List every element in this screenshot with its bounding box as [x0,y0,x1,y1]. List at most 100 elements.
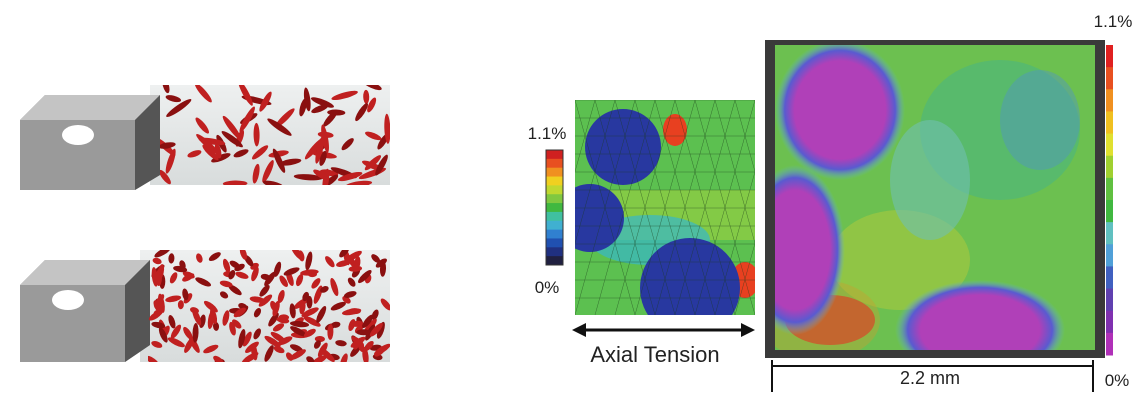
fiber [192,322,199,343]
fiber [363,89,370,104]
fiber [187,150,202,158]
fiber [165,295,182,303]
fiber [155,268,163,286]
specimen-tab-side [135,95,160,190]
colorbar-step [546,203,563,213]
fiber [259,284,270,297]
fiber [222,115,242,140]
fiber [278,314,290,321]
scale-bar [771,360,1094,392]
fiber [320,348,335,362]
fiber [264,345,274,362]
fiber [293,174,323,181]
fiber [151,321,166,329]
fiber [239,250,247,260]
colorbar-step [546,167,563,178]
fiber [299,300,306,315]
colorbar-step [1106,288,1113,312]
fiber [356,329,371,336]
fiber [264,335,281,348]
fiber [289,349,306,360]
fiber [258,294,273,307]
fiber [290,326,307,337]
fiber [327,323,334,340]
fiber [342,295,351,304]
fiber [151,341,163,348]
fiber [341,138,354,151]
specimen-tab-top [20,260,150,285]
fiber [165,95,182,103]
specimen-tab [20,260,150,362]
fiber [233,149,249,158]
colorbar-step [546,194,563,204]
fiber [335,340,347,347]
fiber [179,260,186,270]
fiber [222,310,230,326]
fibers [148,250,390,362]
mesh-line [734,242,755,315]
colorbar [546,150,563,266]
fiber [167,337,185,348]
fiber [251,266,259,282]
colorbar-step [546,229,563,239]
fiber [203,300,218,313]
fiber [362,347,369,362]
fiber [364,340,374,352]
fiber [277,336,293,346]
fiber [339,250,350,258]
fiber [182,273,195,282]
fiber [195,117,209,134]
fiber [152,257,162,265]
dic-map [775,45,1095,350]
fiber [182,288,189,301]
fiber [311,104,329,114]
fiber [194,85,212,103]
fiber [303,328,316,338]
colorbar-step [1106,200,1113,223]
specimen-tab-side [125,260,150,362]
fiber [310,97,334,108]
fiber-section [575,184,624,252]
specimen-top [20,85,390,190]
scale-label: 2.2 mm [900,368,960,388]
fiber [380,298,390,311]
colorbar-min: 0% [535,278,560,297]
specimen-hole [62,125,94,145]
fiber [320,286,329,293]
fiber [319,150,327,166]
fiber [283,267,300,276]
annotation: Axial Tension [590,342,719,367]
colorbar-max: 1.1% [528,124,567,143]
dic-blob [775,165,845,335]
fiber [253,122,260,147]
fiber [347,277,356,287]
fiber [219,291,229,299]
mesh-line [714,170,755,315]
fiber [330,277,339,297]
fiber [375,154,388,176]
fiber [199,314,206,329]
fiber [160,169,171,185]
fiber [322,168,330,185]
fiber [376,321,385,339]
fiber [384,113,390,144]
fiber [195,277,212,287]
fiber [314,335,326,342]
fiber [213,355,224,362]
fiber [148,355,160,362]
fiber [331,321,341,328]
colorbar-step [546,185,563,195]
fiber [337,171,363,182]
fiber [358,269,372,284]
colorbar-step [546,176,563,186]
fiber [253,308,262,318]
fiber [196,253,203,263]
fiber [277,289,285,303]
fiber [295,273,304,287]
fiber [259,91,272,112]
colorbar-step [546,256,563,266]
colorbar-step [546,238,563,248]
dic-region [1000,70,1080,170]
fiber-section [585,109,661,185]
fiber [340,353,348,362]
